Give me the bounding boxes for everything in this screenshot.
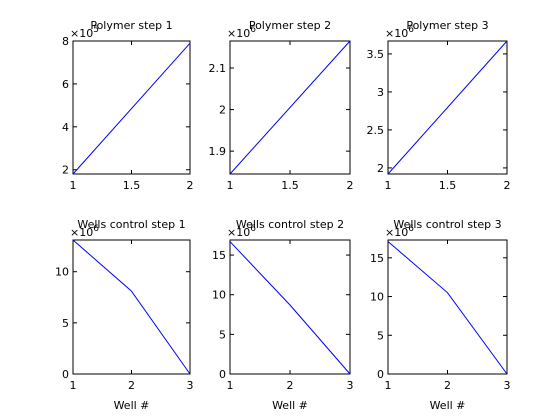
subplot-title: Polymer step 3 [406,19,488,32]
x-axis-label: Well # [272,399,308,412]
y-tick-label: 10 [370,291,384,304]
x-tick-label: 2 [128,379,135,392]
y-tick-label: 2 [377,162,384,175]
x-tick-label: 1.5 [439,179,457,192]
x-axis-label: Well # [114,399,150,412]
x-tick-label: 2 [444,379,451,392]
y-exponent-label: ×106 [227,25,256,40]
series-line [229,40,351,175]
y-tick-label: 2.1 [209,62,227,75]
x-tick-label: 2 [287,379,294,392]
x-tick-label: 3 [504,379,511,392]
x-tick-label: 1 [70,179,77,192]
x-tick-label: 1.5 [123,179,141,192]
y-tick-label: 5 [219,328,226,341]
x-axis-label: Well # [430,399,466,412]
x-tick-label: 1 [70,379,77,392]
y-tick-label: 0 [62,368,69,381]
y-tick-label: 8 [62,35,69,48]
y-exponent-label: ×105 [70,25,99,40]
y-tick-label: 4 [62,121,69,134]
y-tick-label: 0 [219,368,226,381]
x-tick-label: 1 [385,379,392,392]
y-tick-label: 6 [62,78,69,91]
x-tick-label: 1.5 [281,179,299,192]
subplot-title: Polymer step 1 [90,19,172,32]
axes-box [72,239,191,375]
y-tick-label: 10 [55,266,69,279]
x-tick-label: 1 [227,179,234,192]
x-tick-label: 3 [347,379,354,392]
x-tick-label: 2 [347,179,354,192]
y-exponent-label: ×106 [385,25,414,40]
y-tick-label: 3 [377,86,384,99]
y-exponent-label: ×106 [70,224,99,239]
axes-box [387,239,508,375]
subplot-title: Wells control step 3 [393,218,501,231]
x-tick-label: 1 [227,379,234,392]
subplot-title: Wells control step 1 [77,218,185,231]
y-exponent-label: ×106 [385,224,414,239]
y-tick-label: 1.9 [209,145,227,158]
series-line [387,241,508,375]
y-tick-label: 2.5 [367,124,385,137]
y-tick-label: 2 [219,104,226,117]
x-tick-label: 2 [504,179,511,192]
y-tick-label: 3.5 [367,48,385,61]
x-tick-label: 3 [187,379,194,392]
x-tick-label: 2 [187,179,194,192]
y-tick-label: 10 [212,289,226,302]
subplot-title: Wells control step 2 [236,218,344,231]
series-line [229,241,351,375]
y-tick-label: 15 [370,252,384,265]
y-tick-label: 15 [212,249,226,262]
series-line [72,239,191,375]
y-tick-label: 5 [62,317,69,330]
series-line [72,42,191,175]
y-exponent-label: ×106 [227,224,256,239]
subplot-title: Polymer step 2 [249,19,331,32]
series-line [387,40,508,175]
x-tick-label: 1 [385,179,392,192]
y-tick-label: 0 [377,368,384,381]
y-tick-label: 5 [377,329,384,342]
y-tick-label: 2 [62,164,69,177]
